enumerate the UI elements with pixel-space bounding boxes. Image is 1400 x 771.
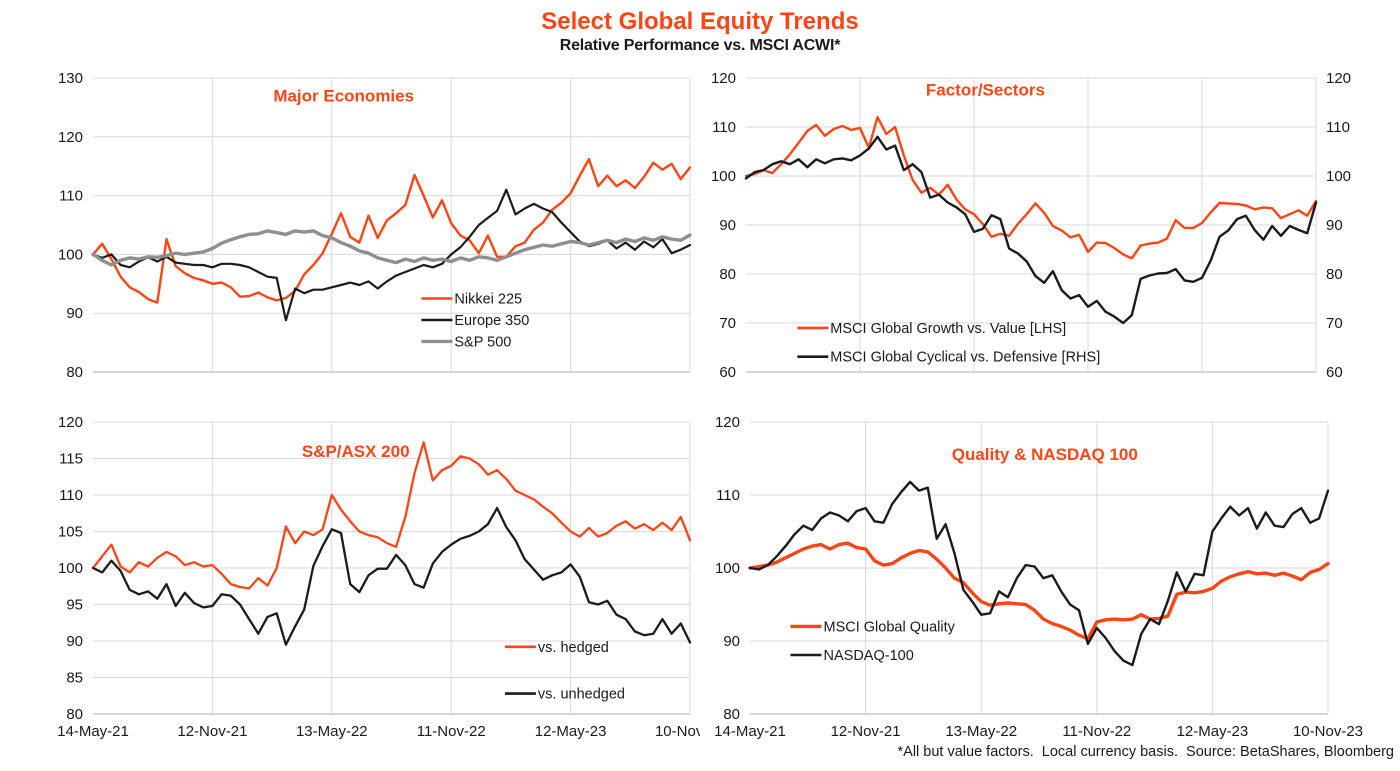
y-axis-tick-label: 120 [58,414,83,431]
source-note: *All but value factors. Local currency b… [897,744,1394,760]
y-axis-tick-label: 90 [723,633,740,650]
series-line-nasdaq-100 [748,480,1330,667]
legend-label: Europe 350 [454,313,529,329]
panel-title: Quality & NASDAQ 100 [952,445,1138,464]
panel-sp-asx-200: 80 85 90 95 100 105 110 115 120 14-May-21 12-Nov-2… [30,410,700,750]
x-axis-tick-label: 11-Nov-22 [1062,723,1131,740]
y-axis-tick-label: 100 [711,168,736,185]
y-axis-right-tick-label: 90 [1326,217,1343,234]
chart-major-economies: 80 90 100 110 120 130 Major Economies Nikkei 22… [58,70,692,381]
y-axis-tick-label: 110 [59,188,83,205]
legend-label: vs. unhedged [538,687,625,703]
x-axis-tick-label: 12-May-23 [535,723,607,740]
series-line-s-p-500 [91,229,692,267]
y-axis-tick-label: 130 [58,70,83,87]
y-axis-tick-label: 100 [715,560,740,577]
panel-title: Major Economies [273,87,414,106]
series-line-msci-global-growth-vs-value-lhs [744,116,1318,260]
y-axis-tick-label: 100 [58,560,83,577]
y-axis-tick-label: 100 [58,246,83,263]
chart-factor-sectors: 60 60 70 70 80 80 90 90 100 100 110 110 120 120 Factor… [711,70,1351,381]
x-axis-tick-label: 10-Nov-23 [655,723,700,740]
x-axis-tick-label: 12-Nov-21 [177,723,247,740]
y-axis-tick-label: 120 [711,70,736,87]
x-axis-tick-label: 13-May-22 [296,723,368,740]
page-subtitle: Relative Performance vs. MSCI ACWI* [559,37,841,54]
x-axis-tick-label: 13-May-22 [945,723,1017,740]
y-axis-tick-label: 115 [59,451,83,468]
y-axis-tick-label: 70 [719,315,736,332]
chart-quality-nasdaq-100: 80 90 100 110 120 14-May-21 12-Nov-21 13-May-22… [714,414,1363,740]
y-axis-tick-label: 105 [58,524,83,541]
y-axis-tick-label: 120 [58,129,83,146]
y-axis-tick-label: 90 [66,305,83,322]
series-line-vs-hedged [91,441,692,590]
y-axis-tick-label: 80 [66,364,83,381]
y-axis-tick-label: 80 [66,706,83,723]
y-axis-right-tick-label: 80 [1326,266,1343,283]
legend-label: S&P 500 [454,334,511,350]
y-axis-right-tick-label: 110 [1326,119,1350,136]
y-axis-tick-label: 90 [719,217,736,234]
y-axis-tick-label: 110 [716,487,740,504]
y-axis-tick-label: 95 [66,597,83,614]
panel-title: S&P/ASX 200 [302,442,410,461]
y-axis-right-tick-label: 120 [1326,70,1351,87]
legend-label: vs. hedged [538,640,609,656]
y-axis-tick-label: 120 [715,414,740,431]
x-axis-tick-label: 12-Nov-21 [831,723,901,740]
x-axis-tick-label: 12-May-23 [1177,723,1249,740]
x-axis-tick-label: 11-Nov-22 [417,723,486,740]
series-line-nikkei-225 [91,157,692,304]
x-axis-tick-label: 14-May-21 [714,723,786,740]
legend-label: MSCI Global Growth vs. Value [LHS] [830,321,1066,337]
panel-title: Factor/Sectors [926,81,1045,100]
panel-quality-nasdaq-100: 80 90 100 110 120 14-May-21 12-Nov-21 13-May-22… [700,410,1400,750]
legend-label: NASDAQ-100 [824,648,914,664]
panel-factor-sectors: 60 60 70 70 80 80 90 90 100 100 110 110 120 120 Factor… [700,62,1400,408]
y-axis-tick-label: 80 [723,706,740,723]
chart-sp-asx-200: 80 85 90 95 100 105 110 115 120 14-May-21 12-Nov-2… [57,414,700,740]
page-title: Select Global Equity Trends [541,8,859,35]
y-axis-right-tick-label: 70 [1326,315,1343,332]
y-axis-tick-label: 110 [59,487,83,504]
x-axis-tick-label: 10-Nov-23 [1293,723,1363,740]
legend-label: MSCI Global Quality [824,619,956,635]
series-line-vs-unhedged [91,506,692,646]
y-axis-tick-label: 85 [66,670,83,687]
y-axis-right-tick-label: 100 [1326,168,1351,185]
y-axis-tick-label: 80 [719,266,736,283]
series-line-msci-global-cyclical-vs-defensive-rhs [744,135,1318,325]
y-axis-tick-label: 90 [66,633,83,650]
x-axis-tick-label: 14-May-21 [57,723,129,740]
y-axis-tick-label: 60 [719,364,736,381]
y-axis-tick-label: 110 [712,119,736,136]
panel-major-economies: 80 90 100 110 120 130 Major Economies Nikkei 22… [30,62,700,408]
legend-label: MSCI Global Cyclical vs. Defensive [RHS] [830,350,1100,366]
y-axis-right-tick-label: 60 [1326,364,1343,381]
legend-label: Nikkei 225 [454,292,522,308]
series-line-msci-global-quality [748,541,1330,641]
